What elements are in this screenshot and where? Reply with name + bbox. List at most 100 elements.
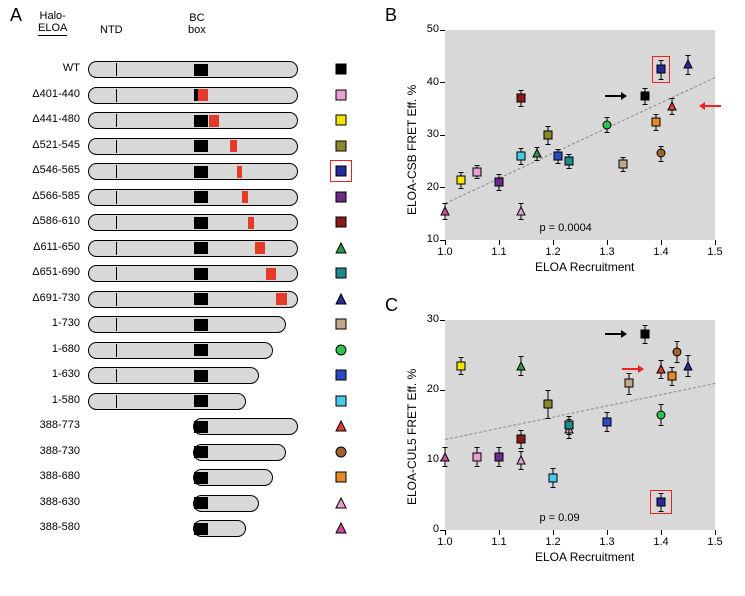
construct-name: 1-630 <box>10 368 80 380</box>
panel-b-chart: 1.01.11.21.31.41.51020304050p = 0.0004 E… <box>395 20 735 280</box>
chart-c-xlabel: ELOA Recruitment <box>535 550 634 564</box>
construct-name: 388-730 <box>10 445 80 457</box>
construct-marker <box>332 341 350 359</box>
construct-name: 1-580 <box>10 394 80 406</box>
construct-bar <box>193 418 298 435</box>
construct-row: Δ691-730 <box>10 288 350 314</box>
construct-row: 1-630 <box>10 364 350 390</box>
construct-name: Δ546-565 <box>10 164 80 176</box>
construct-row: 1-580 <box>10 390 350 416</box>
construct-list: WT Δ401-440 Δ441-480 Δ521-545 Δ546-565 Δ566-5… <box>10 58 350 543</box>
construct-marker <box>332 111 350 129</box>
construct-marker <box>332 162 350 180</box>
construct-bar <box>193 444 286 461</box>
p-value-text: p = 0.0004 <box>540 222 592 234</box>
construct-name: Δ441-480 <box>10 113 80 125</box>
panel-a: Halo- ELOA NTD BC box WT Δ401-440 Δ441-480… <box>10 10 350 543</box>
#ee2222-arrow <box>622 364 644 377</box>
construct-bar <box>88 61 298 78</box>
y-tick-label: 50 <box>415 23 439 35</box>
construct-name: Δ566-585 <box>10 190 80 202</box>
construct-bar <box>88 393 246 410</box>
construct-row: 388-773 <box>10 415 350 441</box>
construct-row: Δ566-585 <box>10 186 350 212</box>
p-value-text: p = 0.09 <box>540 512 580 524</box>
construct-bar <box>88 112 298 129</box>
x-tick-label: 1.4 <box>651 246 671 258</box>
construct-row: Δ586-610 <box>10 211 350 237</box>
construct-row: 388-580 <box>10 517 350 543</box>
construct-name: 388-580 <box>10 521 80 533</box>
construct-bar <box>88 87 298 104</box>
#000000-arrow <box>605 91 627 104</box>
construct-name: 1-680 <box>10 343 80 355</box>
construct-marker <box>332 264 350 282</box>
x-tick-label: 1.1 <box>489 536 509 548</box>
construct-name: 388-630 <box>10 496 80 508</box>
construct-row: Δ546-565 <box>10 160 350 186</box>
chart-b-xlabel: ELOA Recruitment <box>535 260 634 274</box>
construct-row: Δ521-545 <box>10 135 350 161</box>
construct-name: Δ651-690 <box>10 266 80 278</box>
construct-marker <box>332 239 350 257</box>
highlight-box <box>652 56 671 82</box>
x-tick-label: 1.0 <box>435 246 455 258</box>
construct-name: Δ611-650 <box>10 241 80 253</box>
x-tick-label: 1.5 <box>705 246 725 258</box>
construct-row: 1-730 <box>10 313 350 339</box>
x-tick-label: 1.1 <box>489 246 509 258</box>
construct-marker <box>332 213 350 231</box>
ntd-label: NTD <box>100 24 123 36</box>
construct-bar <box>88 367 259 384</box>
construct-bar <box>88 265 298 282</box>
#000000-arrow <box>605 329 627 342</box>
construct-bar <box>193 469 273 486</box>
y-tick-label: 30 <box>415 313 439 325</box>
construct-bar <box>88 342 273 359</box>
x-tick-label: 1.4 <box>651 536 671 548</box>
construct-row: Δ611-650 <box>10 237 350 263</box>
construct-marker <box>332 315 350 333</box>
construct-row: 388-680 <box>10 466 350 492</box>
construct-bar <box>88 214 298 231</box>
construct-bar <box>88 189 298 206</box>
construct-marker <box>332 366 350 384</box>
construct-bar <box>88 291 298 308</box>
construct-row: WT <box>10 58 350 84</box>
chart-b-ylabel: ELOA-CSB FRET Eff. % <box>405 85 419 215</box>
construct-row: 1-680 <box>10 339 350 365</box>
construct-marker <box>332 60 350 78</box>
construct-marker <box>332 443 350 461</box>
construct-row: Δ651-690 <box>10 262 350 288</box>
#ee2222-arrow <box>699 101 721 114</box>
construct-marker <box>332 468 350 486</box>
construct-name: Δ691-730 <box>10 292 80 304</box>
construct-marker <box>332 392 350 410</box>
chart-c-ylabel: ELOA-CUL5 FRET Eff. % <box>405 369 419 505</box>
x-tick-label: 1.3 <box>597 536 617 548</box>
y-tick-label: 10 <box>415 233 439 245</box>
construct-name: Δ586-610 <box>10 215 80 227</box>
x-tick-label: 1.2 <box>543 246 563 258</box>
construct-name: Δ401-440 <box>10 88 80 100</box>
construct-bar <box>88 316 286 333</box>
x-tick-label: 1.0 <box>435 536 455 548</box>
construct-marker <box>332 137 350 155</box>
construct-name: 388-680 <box>10 470 80 482</box>
construct-row: 388-730 <box>10 441 350 467</box>
x-tick-label: 1.3 <box>597 246 617 258</box>
construct-marker <box>332 417 350 435</box>
panel-c-chart: 1.01.11.21.31.41.50102030p = 0.09 ELOA-C… <box>395 310 735 570</box>
construct-marker <box>332 188 350 206</box>
construct-bar <box>88 240 298 257</box>
panel-a-header: Halo- ELOA NTD BC box <box>10 10 350 58</box>
trend-line <box>445 77 715 204</box>
construct-bar <box>193 495 259 512</box>
construct-marker <box>332 86 350 104</box>
y-tick-label: 0 <box>415 523 439 535</box>
bc-box-label: BC box <box>188 12 206 36</box>
halo-eloa-label: Halo- ELOA <box>38 10 67 36</box>
construct-row: 388-630 <box>10 492 350 518</box>
construct-marker <box>332 494 350 512</box>
construct-bar <box>88 163 298 180</box>
